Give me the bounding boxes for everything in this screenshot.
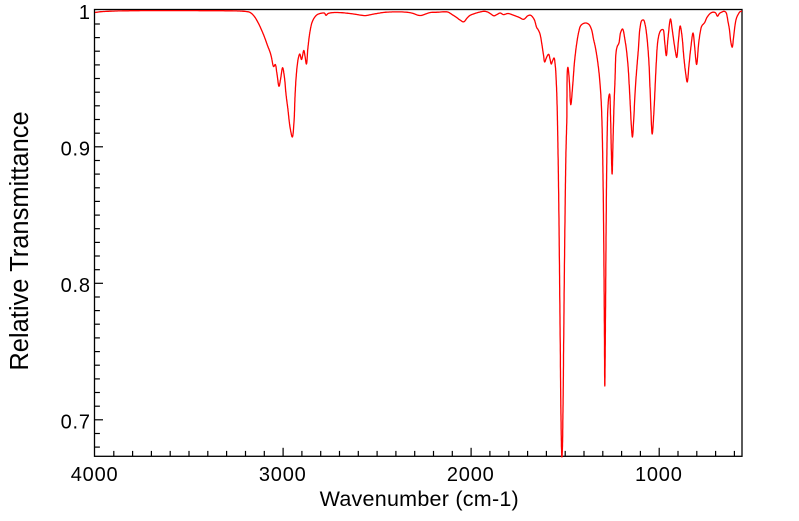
svg-text:3000: 3000 (259, 464, 307, 486)
svg-text:Wavenumber (cm-1): Wavenumber (cm-1) (320, 487, 519, 511)
svg-text:2000: 2000 (447, 464, 495, 486)
svg-text:1000: 1000 (635, 464, 683, 486)
svg-text:0.7: 0.7 (61, 411, 91, 433)
svg-text:0.9: 0.9 (61, 138, 91, 160)
svg-text:1: 1 (79, 2, 91, 24)
svg-text:0.8: 0.8 (61, 275, 91, 297)
svg-text:Relative Transmittance: Relative Transmittance (6, 111, 34, 370)
svg-text:4000: 4000 (71, 464, 119, 486)
